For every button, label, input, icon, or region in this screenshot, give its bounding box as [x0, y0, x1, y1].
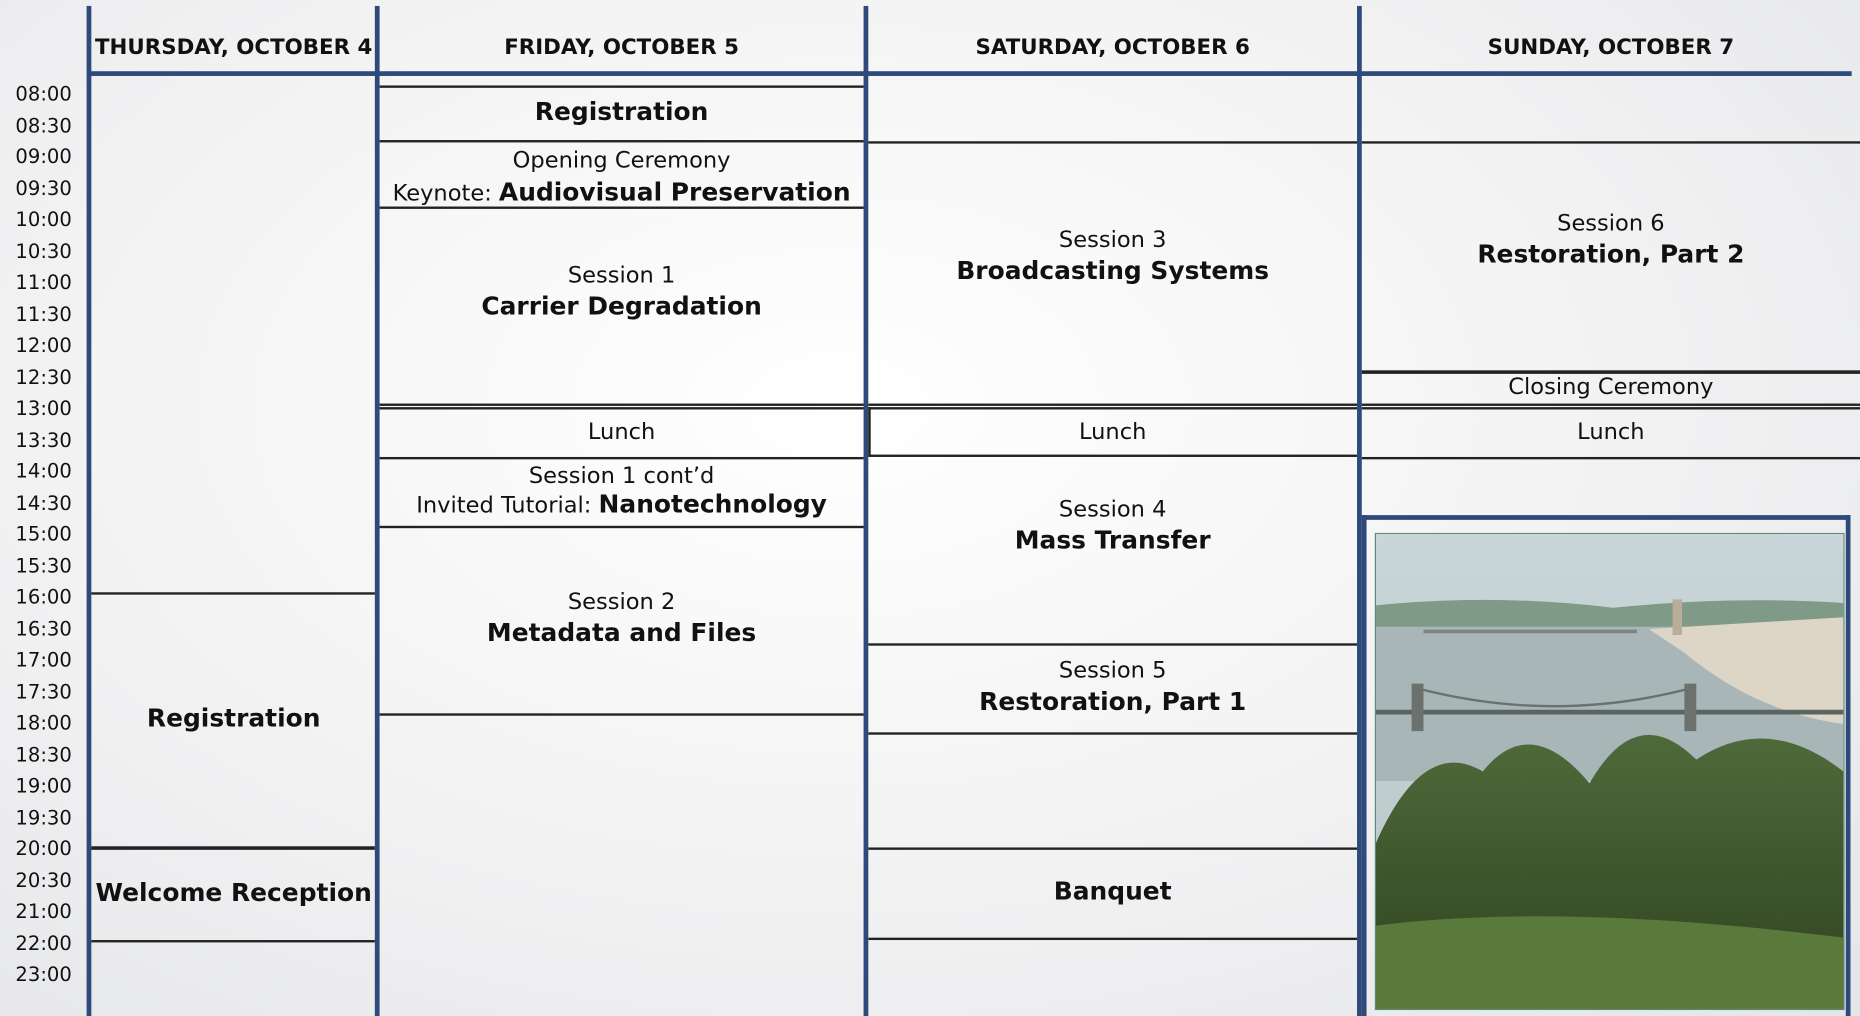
time-label: 13:30 — [15, 428, 72, 452]
event-title: Nanotechnology — [598, 490, 827, 519]
time-label: 11:00 — [15, 271, 72, 294]
divider — [1361, 403, 1860, 406]
event-label: Session 4 — [1058, 496, 1167, 523]
divider — [868, 937, 1358, 940]
divider — [379, 407, 864, 409]
time-label: 15:30 — [15, 554, 72, 577]
time-label: 13:00 — [15, 397, 72, 420]
divider — [868, 403, 1358, 406]
event-label: Session 5 — [1058, 657, 1167, 684]
time-label: 18:30 — [15, 743, 72, 766]
time-label: 23:00 — [15, 963, 72, 986]
time-label: 14:30 — [15, 491, 72, 514]
event-label: Lunch — [1577, 418, 1645, 446]
time-label: 08:00 — [15, 82, 72, 106]
photo-frame — [1361, 515, 1851, 1016]
time-label: 10:30 — [15, 239, 72, 263]
day-header: THURSDAY, OCTOBER 4 — [94, 35, 373, 60]
event-line: Keynote: Audiovisual Preservation — [393, 178, 851, 206]
header-border — [88, 71, 1852, 76]
divider — [379, 85, 864, 88]
time-label: 16:00 — [15, 585, 72, 609]
event-title: Restoration, Part 2 — [1477, 239, 1745, 269]
time-label: 19:30 — [15, 805, 72, 829]
divider — [868, 847, 1358, 850]
divider — [379, 713, 864, 716]
event-title: Registration — [146, 703, 321, 733]
time-label: 18:00 — [15, 711, 72, 735]
time-label: 10:00 — [15, 208, 72, 231]
event-title: Welcome Reception — [95, 878, 372, 907]
time-label: 22:00 — [15, 931, 72, 955]
event-label: Session 3 — [1058, 226, 1167, 253]
column-border — [374, 5, 380, 1016]
event-label: Session 2 — [567, 588, 676, 615]
event-title: Broadcasting Systems — [956, 256, 1270, 285]
time-label: 19:00 — [15, 774, 72, 798]
day-header: FRIDAY, OCTOBER 5 — [504, 35, 739, 60]
time-label: 21:00 — [15, 900, 72, 923]
event-label: Session 6 — [1557, 210, 1665, 237]
event-title: Carrier Degradation — [481, 291, 762, 321]
photo — [1374, 532, 1845, 1011]
event-label: Opening Ceremony — [512, 147, 731, 174]
divider — [379, 403, 864, 406]
divider — [1361, 141, 1860, 144]
event-label: Lunch — [587, 418, 656, 446]
time-label: 15:00 — [15, 522, 72, 546]
column-border — [863, 5, 869, 1016]
divider — [868, 407, 871, 456]
time-label: 11:30 — [15, 302, 72, 326]
time-label: 20:30 — [15, 868, 72, 892]
time-label: 09:00 — [15, 145, 72, 168]
divider — [1361, 370, 1860, 374]
time-label: 20:00 — [15, 837, 72, 860]
time-label: 08:30 — [15, 113, 72, 137]
divider — [91, 940, 375, 942]
event-label: Session 1 — [567, 262, 676, 289]
day-header: SATURDAY, OCTOBER 6 — [975, 35, 1250, 60]
event-line: Invited Tutorial: Nanotechnology — [416, 490, 827, 518]
divider — [379, 206, 864, 209]
divider — [868, 141, 1358, 144]
event-label: Closing Ceremony — [1508, 373, 1714, 400]
divider — [868, 407, 1358, 409]
event-title: Metadata and Files — [486, 618, 757, 647]
divider — [1361, 407, 1860, 409]
event-label: Lunch — [1078, 418, 1147, 446]
event-prefix: Keynote: — [392, 180, 492, 207]
divider — [379, 456, 864, 459]
divider — [1361, 456, 1860, 459]
time-label: 12:00 — [15, 334, 72, 357]
time-label: 14:00 — [15, 459, 72, 483]
divider — [379, 525, 864, 528]
time-label: 09:30 — [15, 176, 72, 200]
divider — [379, 140, 864, 142]
event-label: Session 1 cont’d — [528, 462, 715, 490]
divider — [91, 846, 375, 850]
time-label: 17:30 — [15, 680, 72, 703]
column-border — [86, 5, 92, 1016]
divider — [91, 592, 375, 595]
divider — [868, 643, 1358, 646]
event-title: Mass Transfer — [1014, 525, 1211, 555]
event-prefix: Invited Tutorial: — [416, 492, 592, 519]
event-title: Banquet — [1053, 877, 1172, 906]
event-title: Audiovisual Preservation — [498, 178, 851, 207]
day-header: SUNDAY, OCTOBER 7 — [1487, 35, 1735, 60]
event-title: Registration — [534, 97, 709, 126]
divider — [868, 454, 1358, 457]
column-border — [1357, 5, 1362, 1016]
divider — [868, 732, 1358, 735]
time-label: 17:00 — [15, 648, 72, 672]
time-label: 12:30 — [15, 365, 72, 389]
event-title: Restoration, Part 1 — [979, 687, 1247, 716]
time-label: 16:30 — [15, 617, 72, 640]
